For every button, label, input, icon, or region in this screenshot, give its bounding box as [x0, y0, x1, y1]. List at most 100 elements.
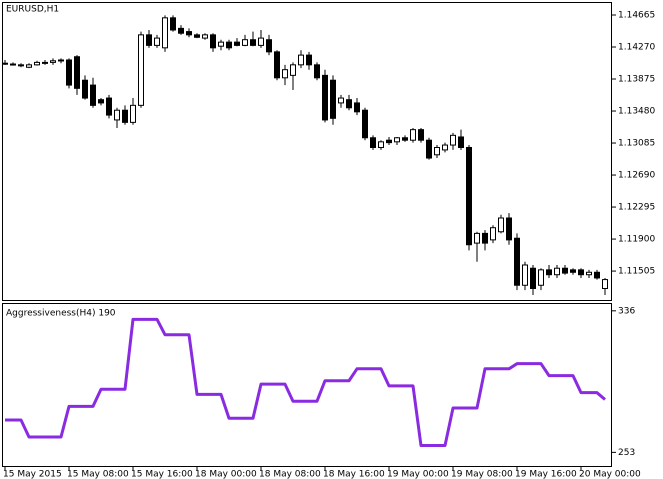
candle-body	[354, 102, 360, 113]
candle-body	[298, 54, 304, 66]
candle-body	[338, 97, 344, 104]
x-tick-label: 15 May 2015	[3, 470, 62, 479]
candle-body	[410, 129, 416, 141]
candle-body	[402, 137, 408, 141]
x-tick-label: 19 May 08:00	[451, 470, 513, 479]
candle-body	[554, 267, 560, 276]
candle-body	[570, 269, 576, 273]
candle-body	[602, 279, 608, 289]
candle-body	[210, 34, 216, 49]
candle-body	[306, 54, 312, 66]
candle-body	[426, 139, 432, 159]
candle-body	[458, 136, 464, 148]
candle-body	[362, 109, 368, 139]
y-tick-label: 1.11900	[618, 235, 655, 245]
candle-body	[106, 97, 112, 116]
candle-body	[170, 17, 176, 31]
y-tick-label: 1.13480	[618, 107, 655, 117]
candle-body	[162, 17, 168, 49]
candle-body	[266, 39, 272, 53]
candle-body	[450, 134, 456, 146]
candle-body	[418, 129, 424, 141]
candle-body	[10, 63, 16, 66]
y-tick-label: 1.14270	[618, 43, 655, 53]
candle-body	[258, 37, 264, 46]
y-tick-label: 1.13085	[618, 139, 655, 149]
y-tick-label: 1.12690	[618, 171, 655, 181]
x-tick-label: 15 May 16:00	[131, 470, 193, 479]
candle-body	[586, 271, 592, 276]
candle-body	[538, 269, 544, 286]
x-tick-label: 19 May 16:00	[515, 470, 577, 479]
candle-body	[378, 141, 384, 148]
candle-body	[546, 269, 552, 276]
candle-body	[82, 79, 88, 99]
candle-body	[474, 232, 480, 244]
candle-body	[114, 109, 120, 121]
candle-body	[218, 41, 224, 47]
indicator-panel	[2, 303, 612, 467]
candle-body	[154, 37, 160, 46]
candle-body	[90, 84, 96, 106]
candle-body	[50, 60, 56, 63]
candle-body	[522, 264, 528, 286]
candle-body	[322, 74, 328, 121]
candle-body	[330, 79, 336, 119]
x-tick-label: 19 May 00:00	[387, 470, 449, 479]
candle-body	[314, 64, 320, 79]
y-tick-label: 1.11505	[618, 267, 655, 277]
candle-body	[370, 137, 376, 148]
candle-body	[186, 31, 192, 36]
candle-body	[274, 51, 280, 79]
candle-body	[194, 34, 200, 38]
x-tick-label: 18 May 00:00	[195, 470, 257, 479]
candle-body	[34, 61, 40, 66]
candle-body	[26, 64, 32, 68]
x-tick-label: 15 May 08:00	[67, 470, 129, 479]
indicator-line	[5, 317, 606, 448]
candle-body	[66, 59, 72, 86]
candle-body	[98, 99, 104, 104]
y-tick-label: 1.12295	[618, 203, 655, 213]
y-tick-label: 336	[618, 306, 635, 316]
candle-body	[138, 34, 144, 106]
candle-body	[2, 62, 8, 65]
candle-body	[394, 137, 400, 143]
candle-body	[442, 144, 448, 151]
candle-body	[178, 27, 184, 34]
candle-body	[202, 34, 208, 39]
y-tick-label: 1.14665	[618, 10, 655, 20]
candle-body	[530, 267, 536, 289]
candle-body	[466, 146, 472, 246]
candle-body	[578, 269, 584, 276]
candle-body	[514, 237, 520, 286]
y-tick-label: 1.13875	[618, 75, 655, 85]
indicator-title: Aggressiveness(H4) 190	[6, 309, 116, 319]
y-tick-label: 253	[618, 448, 635, 458]
x-tick-label: 18 May 16:00	[323, 470, 385, 479]
candle-body	[290, 64, 296, 76]
candle-body	[250, 39, 256, 46]
candle-body	[346, 99, 352, 109]
candle-body	[226, 41, 232, 49]
candle-body	[130, 104, 136, 123]
candle-body	[498, 217, 504, 233]
candle-body	[282, 69, 288, 79]
x-tick-label: 18 May 08:00	[259, 470, 321, 479]
candle-body	[18, 64, 24, 67]
x-tick-label: 20 May 00:00	[579, 470, 641, 479]
candle-body	[482, 232, 488, 244]
candle-body	[506, 217, 512, 241]
main-panel	[2, 2, 612, 301]
candle-body	[234, 41, 240, 46]
candle-body	[42, 61, 48, 64]
candle-body	[242, 39, 248, 46]
candle-body	[58, 59, 64, 62]
candle-body	[434, 146, 440, 156]
candle-body	[386, 139, 392, 144]
candle-body	[562, 267, 568, 274]
chart-title: EURUSD,H1	[6, 5, 59, 15]
candle-body	[490, 227, 496, 241]
candle-body	[74, 56, 80, 89]
